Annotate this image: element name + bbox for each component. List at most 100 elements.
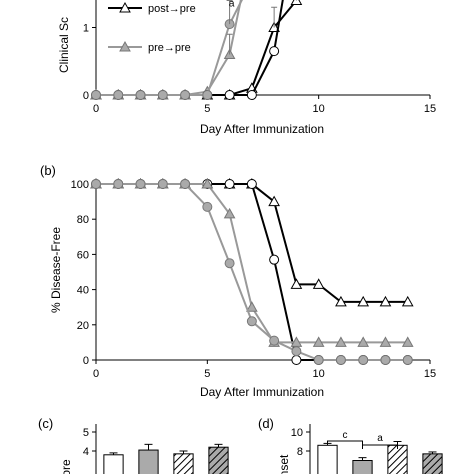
panel-b-series-3-point [402, 355, 413, 365]
panel-b-x-tick-label: 5 [204, 368, 210, 380]
panel-b-series-3-point [358, 355, 369, 365]
panel-b-series-0-point [335, 295, 347, 307]
panel-b-series-1-point [269, 254, 280, 265]
panel-a-series-3-point [91, 90, 101, 100]
panel-b-y-axis-label: % Disease-Free [49, 227, 63, 313]
panel-b-series-3-point [380, 355, 391, 365]
panel-d-bracket-c [327, 440, 363, 445]
panel-d-bracket-a [362, 444, 398, 449]
panel-b-series-0-point [290, 278, 303, 289]
panel-b-series-2-point [357, 336, 370, 347]
legend-marker-triangle-open [119, 1, 131, 13]
panel-b-series-1-point [246, 179, 257, 189]
panel-b-series-1-point [291, 355, 302, 365]
panel-d-bar-0 [317, 444, 338, 474]
panel-d-bar-2 [387, 444, 408, 474]
panel-c-y-tick-label: 4 [83, 446, 89, 458]
panel-b-series-3-point [113, 179, 124, 189]
panel-a-series-3-point [113, 90, 124, 100]
panel-a-series-3-line [96, 0, 243, 96]
panel-b-series-2-point [401, 336, 414, 347]
panel-a-x-tick-label: 10 [313, 103, 325, 115]
panel-a-series-3-point [157, 90, 168, 100]
panel-a-series-0-point [290, 0, 303, 5]
legend-label: pre→pre [148, 42, 191, 54]
panel-c-bar-1 [138, 449, 159, 474]
panel-b-series-1-line [96, 183, 408, 361]
panel-a-legend: post→pre pre→pre [108, 1, 196, 54]
panel-b-series-0-point [268, 195, 280, 207]
panel-b-y-tick-label: 0 [83, 355, 89, 367]
panel-c: (c) ore 4 5 [38, 416, 229, 474]
panel-c-bar-2 [173, 453, 194, 474]
panel-a-x-tick-label: 5 [204, 103, 210, 115]
panel-b-series-2-point [379, 336, 392, 347]
panel-b-label: (b) [40, 163, 56, 178]
panel-b-series-3-point [224, 258, 235, 269]
panel-b-series-3-point [202, 201, 213, 212]
panel-b-x-tick-label: 10 [313, 368, 325, 380]
panel-b-series-3-point [180, 179, 191, 189]
legend-marker-triangle-filled [119, 40, 131, 52]
panel-b-y-tick-label: 40 [77, 285, 89, 297]
panel-b-series-3-point [291, 346, 302, 357]
panel-a-series-2-point [269, 46, 280, 57]
panel-b-series-3-point [313, 355, 324, 365]
panel-d-y-tick-label: 8 [297, 446, 303, 458]
panel-a-series-0-line [96, 0, 299, 96]
panel-a-series-2-point [246, 90, 257, 100]
panel-d-bar-3 [422, 453, 443, 474]
panel-d-y-tick-label: 10 [291, 427, 303, 439]
panel-b-series-2-point [201, 177, 214, 189]
panel-c-y-axis-label: ore [59, 459, 73, 474]
panel-a-y-axis-label: Clinical Sc [57, 17, 71, 73]
panel-b-series-3-line [96, 183, 408, 361]
panel-c-y-tick-label: 5 [83, 427, 89, 439]
panel-b-series-3-point [157, 179, 168, 189]
panel-b-series-3-point [269, 335, 280, 346]
panel-b-y-tick-label: 80 [77, 214, 89, 226]
panel-a-series-1-line [96, 0, 242, 96]
panel-d-annotation-a: a [377, 433, 383, 444]
panel-d: (d) nset 8 10 c a [258, 416, 443, 474]
panel-a-x-tick-label: 15 [424, 103, 436, 115]
panel-b-x-axis-label: Day After Immunization [200, 385, 324, 399]
panel-b-y-tick-label: 20 [77, 320, 89, 332]
panel-a-series-3-point [135, 90, 146, 100]
panel-b-series-0-point [379, 295, 392, 307]
panel-b: (b) % Disease-Free 0 5 10 15 0 20 40 60 80 100 Da… [40, 163, 436, 399]
panel-d-annotation-c: c [343, 430, 348, 441]
panel-b-series-2-point [335, 336, 347, 347]
panel-b-series-0-point [312, 278, 325, 289]
panel-a-y-tick-label: 1 [83, 23, 89, 35]
panel-b-x-tick-label: 0 [93, 368, 99, 380]
panel-b-series-1-point [224, 179, 235, 189]
panel-d-bar-1 [352, 460, 373, 474]
panel-c-bar-3 [208, 446, 229, 474]
panel-b-series-3-point [91, 179, 101, 189]
panel-a-series-3-point [202, 90, 213, 100]
panel-b-series-2-point [223, 207, 236, 219]
panel-a-x-tick-label: 0 [93, 103, 99, 115]
panel-c-label: (c) [38, 416, 53, 431]
panel-c-bar-0 [103, 454, 124, 474]
panel-b-series-0-point [401, 295, 414, 307]
panel-d-y-axis-label: nset [277, 454, 291, 474]
panel-b-series-3-point [246, 316, 257, 327]
panel-a-y-tick-label: 0 [83, 90, 89, 102]
panel-a-x-axis-label: Day After Immunization [200, 122, 324, 136]
panel-b-series-2-point [312, 336, 325, 347]
legend-label: post→pre [148, 3, 196, 15]
panel-a-series-2-point [224, 90, 235, 100]
panel-b-series-0-point [357, 295, 370, 307]
panel-b-series-3-point [135, 179, 146, 189]
panel-a-annotation: a [229, 0, 235, 10]
panel-b-x-tick-label: 15 [424, 368, 436, 380]
panel-a-series-3-point [180, 90, 191, 100]
panel-b-y-tick-label: 60 [77, 249, 89, 261]
panel-b-y-tick-label: 100 [71, 179, 89, 191]
panel-a-series-2-line [96, 0, 284, 96]
panel-d-label: (d) [258, 416, 274, 431]
